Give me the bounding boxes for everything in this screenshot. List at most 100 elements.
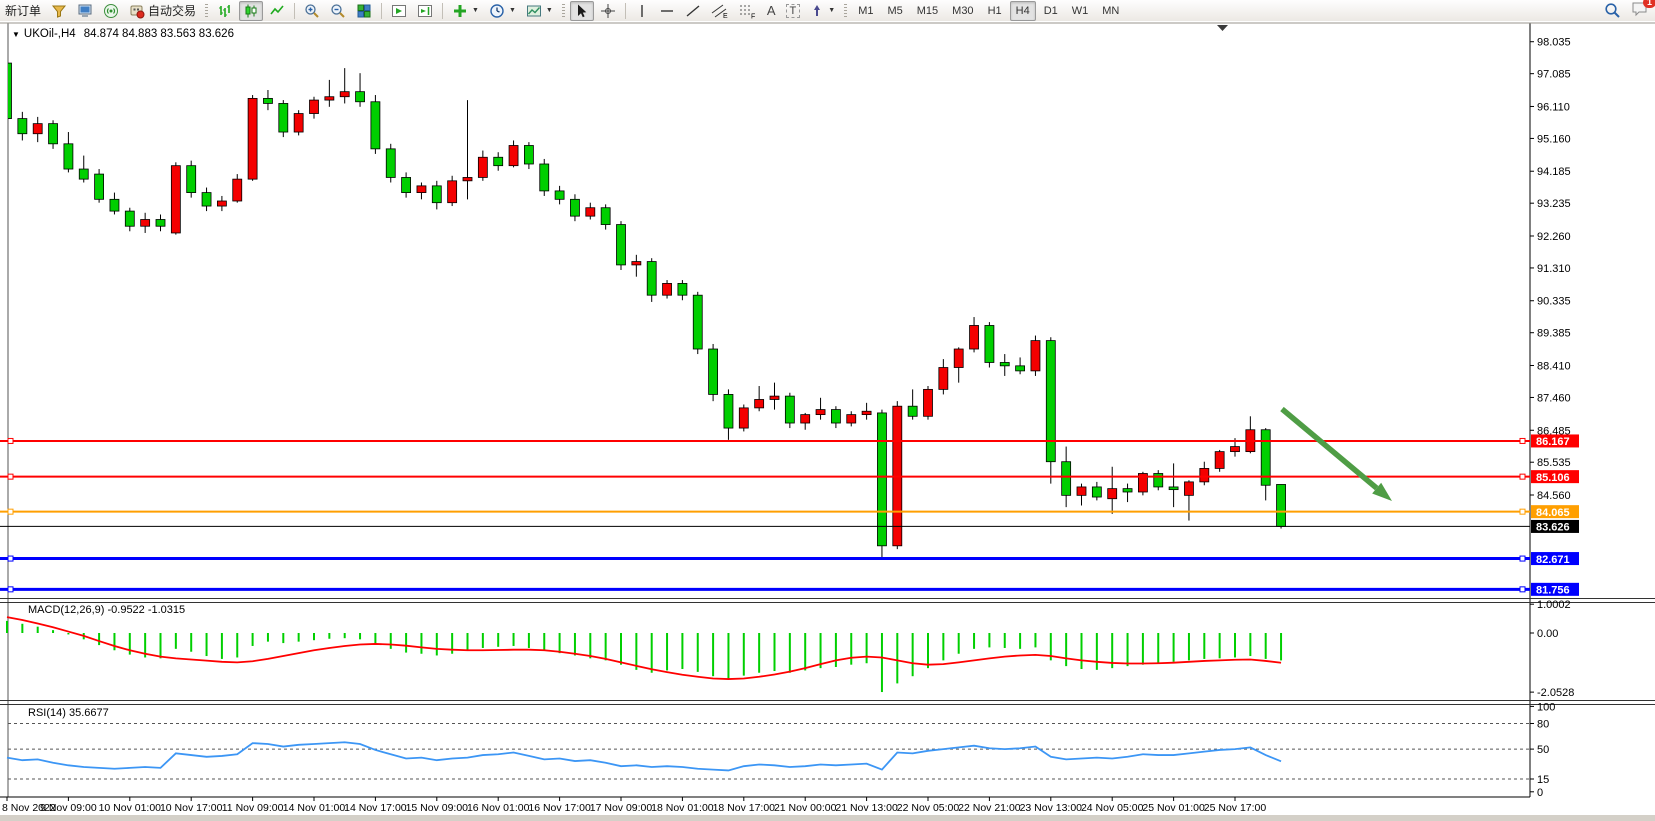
line-handle[interactable]: [7, 586, 14, 593]
price-tick-label: 84.560: [1537, 490, 1571, 502]
timeframe-h4[interactable]: H4: [1009, 0, 1036, 21]
price-label-bg: [1531, 505, 1579, 519]
candle-body: [1230, 446, 1240, 453]
candle-body: [984, 325, 995, 363]
symbol-dropdown-icon[interactable]: ▼: [12, 30, 20, 39]
candle-body: [1153, 473, 1164, 488]
candle-body: [953, 348, 964, 368]
arrows-tool-button[interactable]: ▼: [806, 1, 839, 21]
timeframe-m30[interactable]: M30: [952, 4, 974, 17]
notifications-button[interactable]: 1: [1631, 0, 1655, 20]
periods-button[interactable]: ▼: [485, 1, 520, 21]
timeframe-h1[interactable]: H1: [987, 4, 1002, 17]
cursor-button[interactable]: [569, 0, 594, 21]
crosshair-button[interactable]: [596, 1, 620, 21]
trend-arrow-shaft[interactable]: [1280, 406, 1379, 491]
terminal-button[interactable]: [73, 1, 97, 21]
timeframe-m5[interactable]: M5: [887, 4, 903, 17]
timeframe-w1[interactable]: W1: [1071, 4, 1089, 17]
candle-body: [293, 113, 304, 133]
horizontal-line-button[interactable]: [655, 1, 679, 21]
candle-body: [754, 399, 765, 409]
candle-body: [846, 414, 857, 424]
time-tick-label: 15 Nov 09:00: [406, 802, 469, 814]
auto-scroll-button[interactable]: [387, 1, 411, 21]
zoom-out-button[interactable]: [326, 1, 350, 21]
candle-body: [8, 62, 12, 119]
vertical-line-icon: [641, 4, 643, 17]
line-handle[interactable]: [7, 473, 14, 480]
trendline-button[interactable]: [681, 1, 705, 21]
candle-body: [339, 91, 350, 98]
time-tick-label: 8 Nov 2022: [2, 802, 56, 814]
candle-body: [907, 405, 918, 417]
time-tick-label: 25 Nov 01:00: [1142, 802, 1205, 814]
arrows-tool-icon: [814, 4, 821, 16]
time-tick-label: 11 Nov 09:00: [222, 802, 284, 814]
rsi-axis-label: 100: [1537, 701, 1555, 713]
zoom-in-button[interactable]: [300, 1, 324, 21]
candle-body: [1168, 486, 1179, 491]
autotrading-button[interactable]: 自动交易: [125, 1, 200, 21]
price-chart-svg[interactable]: 98.035 97.085 96.110 95.160 94.185 93.235 92.2…: [0, 21, 1655, 815]
line-handle[interactable]: [1519, 555, 1526, 562]
candle-body: [94, 173, 104, 200]
search-icon[interactable]: [1604, 2, 1621, 19]
tile-windows-button[interactable]: [352, 1, 376, 21]
candle-body: [800, 414, 811, 424]
macd-name: MACD(12,26,9): [28, 604, 105, 616]
price-tick-label: 86.485: [1537, 425, 1571, 437]
bar-chart-icon: [219, 4, 230, 17]
fibonacci-button[interactable]: F: [735, 1, 761, 21]
line-handle[interactable]: [1519, 586, 1526, 593]
indicators-button[interactable]: ▼: [448, 1, 483, 21]
chart-shift-button[interactable]: [413, 1, 437, 21]
chart-bars-button[interactable]: [213, 1, 237, 21]
macd-indicator-label: MACD(12,26,9) -0.9522 -1.0315: [28, 604, 185, 616]
autotrading-label: 自动交易: [148, 4, 197, 18]
rsi-value: 35.6677: [68, 707, 109, 719]
price-label-bg: [1531, 582, 1579, 596]
candle-body: [1061, 461, 1072, 496]
signal-button[interactable]: [99, 1, 123, 21]
price-tick-label: 85.535: [1537, 457, 1571, 469]
line-handle[interactable]: [1519, 508, 1526, 515]
text-tool-button[interactable]: A: [763, 1, 780, 21]
candle-body: [616, 224, 626, 266]
chart-candles-button[interactable]: [239, 0, 264, 21]
timeframe-d1[interactable]: D1: [1043, 4, 1058, 17]
candle-body: [140, 219, 151, 227]
timeframe-m1[interactable]: M1: [858, 4, 874, 17]
chart-shift-marker[interactable]: [1217, 25, 1228, 31]
fibonacci-icon: F: [739, 5, 755, 19]
candle-body: [1091, 486, 1102, 498]
chart-line-button[interactable]: [265, 1, 289, 21]
line-handle[interactable]: [1519, 437, 1526, 444]
time-tick-label: 21 Nov 00:00: [774, 802, 837, 814]
text-label-button[interactable]: T: [782, 1, 805, 21]
candle-body: [969, 325, 979, 350]
templates-button[interactable]: ▼: [522, 1, 557, 21]
trend-arrow-head[interactable]: [1372, 482, 1392, 501]
main-toolbar: 新订单 自动交易: [0, 0, 1655, 22]
price-tick-label: 89.385: [1537, 328, 1571, 340]
timeframe-m15[interactable]: M15: [916, 4, 939, 17]
vertical-line-button[interactable]: [631, 1, 653, 21]
timeframe-mn[interactable]: MN: [1102, 4, 1120, 17]
candle-body: [1276, 484, 1286, 527]
channel-button[interactable]: E: [707, 1, 733, 21]
line-handle[interactable]: [7, 508, 14, 515]
toolbar-grip[interactable]: [205, 3, 209, 18]
candle-body: [247, 97, 258, 180]
line-handle[interactable]: [7, 437, 14, 444]
macd-panel: 1.0002 0.00 -2.0528: [6, 599, 1574, 699]
new-order-button[interactable]: 新订单: [1, 1, 45, 21]
toolbar-grip[interactable]: [561, 3, 565, 18]
line-handle[interactable]: [1519, 473, 1526, 480]
toolbar-grip[interactable]: [844, 3, 848, 18]
price-label-bg: [1531, 519, 1579, 533]
line-handle[interactable]: [7, 555, 14, 562]
data-funnel-button[interactable]: [47, 1, 71, 21]
